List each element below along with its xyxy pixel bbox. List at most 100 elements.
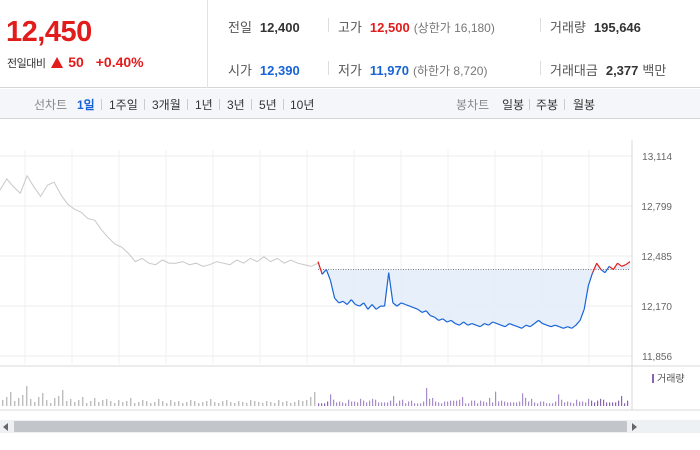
- volume-bar-prev: [234, 403, 236, 406]
- period-3m[interactable]: 3개월: [152, 98, 181, 112]
- volume-bar-today: [378, 402, 380, 406]
- change-percent: +0.40%: [95, 54, 144, 70]
- today-line-segment: [463, 321, 469, 326]
- volume-bar-today: [354, 401, 356, 406]
- volume-bar-prev: [222, 401, 224, 406]
- volume-bar-prev: [94, 398, 96, 406]
- horizontal-scrollbar[interactable]: [0, 420, 700, 433]
- volume-bar-today: [486, 402, 488, 406]
- volume-bar-today: [396, 403, 398, 406]
- volume-bar-today: [531, 398, 533, 406]
- volume-bar-today: [579, 401, 581, 406]
- volume-bar-today: [432, 397, 434, 406]
- volume-bar-prev: [206, 401, 208, 406]
- volume-bar-today: [447, 401, 449, 406]
- volume-bar-today: [366, 402, 368, 406]
- chart-grid: [0, 140, 700, 411]
- volume-bar-today: [390, 400, 392, 406]
- volume-bar-today: [588, 398, 590, 406]
- volume-bar-today: [333, 399, 335, 406]
- volume-bar-today: [558, 394, 560, 406]
- volume-bar-today: [411, 400, 413, 406]
- divider: [251, 99, 252, 110]
- scroll-left-icon[interactable]: [3, 423, 8, 431]
- volume-bar-today: [324, 403, 326, 406]
- today-line-segment: [521, 324, 527, 329]
- candle-weekly[interactable]: 주봉: [536, 98, 559, 112]
- volume-bar-today: [369, 400, 371, 406]
- volume-bar-today: [615, 402, 617, 406]
- quote-header: 12,450 전일대비 50 +0.40% 전일 12,400 고가 12,500(…: [0, 0, 700, 88]
- today-line-segment: [350, 299, 356, 305]
- period-10y[interactable]: 10년: [290, 98, 315, 112]
- volume-bar-today: [573, 403, 575, 406]
- volume-bar-today: [345, 403, 347, 406]
- candle-daily[interactable]: 일봉: [502, 98, 525, 112]
- volume-bar-today: [417, 403, 419, 406]
- stat-unit: 백만: [642, 63, 667, 78]
- period-1w[interactable]: 1주일: [109, 98, 138, 112]
- volume-legend: 거래량: [652, 373, 685, 385]
- volume-bar-prev: [138, 402, 140, 406]
- volume-bar-today: [360, 398, 362, 406]
- today-line-segment: [421, 310, 427, 313]
- stat-prev-close: 전일 12,400: [228, 17, 300, 36]
- divider: [540, 61, 541, 75]
- candle-chart-label: 봉차트: [456, 98, 490, 112]
- volume-bar-prev: [122, 402, 124, 406]
- today-line-segment: [554, 324, 560, 328]
- today-line-segment: [413, 307, 419, 310]
- volume-bar-prev: [42, 393, 44, 406]
- volume-bar-today: [330, 394, 332, 406]
- today-line-segment: [500, 324, 506, 328]
- today-line-segment: [425, 310, 431, 316]
- volume-bar-today: [606, 402, 608, 406]
- candle-monthly[interactable]: 월봉: [573, 98, 596, 112]
- volume-bar-prev: [142, 400, 144, 406]
- volume-bar-today: [522, 393, 524, 406]
- volume-bar-prev: [274, 403, 276, 406]
- volume-bar-today: [495, 391, 497, 406]
- today-line-segment: [467, 323, 473, 326]
- stat-label: 전일: [228, 20, 252, 35]
- today-line-segment: [434, 316, 439, 321]
- today-line-segment: [459, 321, 464, 326]
- volume-bar-prev: [314, 392, 316, 406]
- volume-bar-today: [513, 402, 515, 406]
- period-3y[interactable]: 3년: [227, 98, 245, 112]
- y-tick-label: 12,799: [641, 202, 672, 213]
- today-line-segment: [338, 300, 344, 304]
- stat-value: 2,377: [605, 63, 639, 78]
- volume-bar-prev: [102, 400, 104, 406]
- volume-bar-prev: [114, 403, 116, 406]
- scroll-right-icon[interactable]: [632, 423, 637, 431]
- today-line-segment: [488, 321, 494, 326]
- volume-bar-today: [405, 403, 407, 406]
- today-line-segment: [405, 303, 410, 307]
- scroll-thumb[interactable]: [14, 421, 627, 432]
- volume-bar-today: [525, 397, 527, 406]
- volume-bar-prev: [126, 401, 128, 406]
- volume-bar-prev: [246, 403, 248, 406]
- volume-bar-prev: [278, 400, 280, 406]
- today-line-segment: [542, 323, 548, 326]
- period-5y[interactable]: 5년: [259, 98, 277, 112]
- volume-bar-today: [477, 403, 479, 406]
- volume-bar-today: [381, 402, 383, 406]
- stat-label: 고가: [338, 20, 362, 35]
- volume-bar-prev: [74, 402, 76, 406]
- volume-bar-today: [507, 402, 509, 406]
- stat-value: 11,970: [369, 63, 409, 78]
- price-box: 12,450 전일대비 50 +0.40%: [0, 0, 208, 88]
- volume-bar-prev: [194, 401, 196, 406]
- divider: [101, 99, 102, 110]
- volume-bar-prev: [110, 401, 112, 406]
- volume-bar-today: [429, 398, 431, 406]
- volume-bar-today: [564, 402, 566, 406]
- period-1d[interactable]: 1일: [77, 98, 95, 112]
- quote-stats: 전일 12,400 고가 12,500 (상한가 16,180) 거래량 195,646…: [208, 0, 700, 88]
- divider: [328, 61, 329, 75]
- period-1y[interactable]: 1년: [195, 98, 213, 112]
- volume-bar-today: [321, 403, 323, 406]
- today-line-segment: [625, 261, 631, 266]
